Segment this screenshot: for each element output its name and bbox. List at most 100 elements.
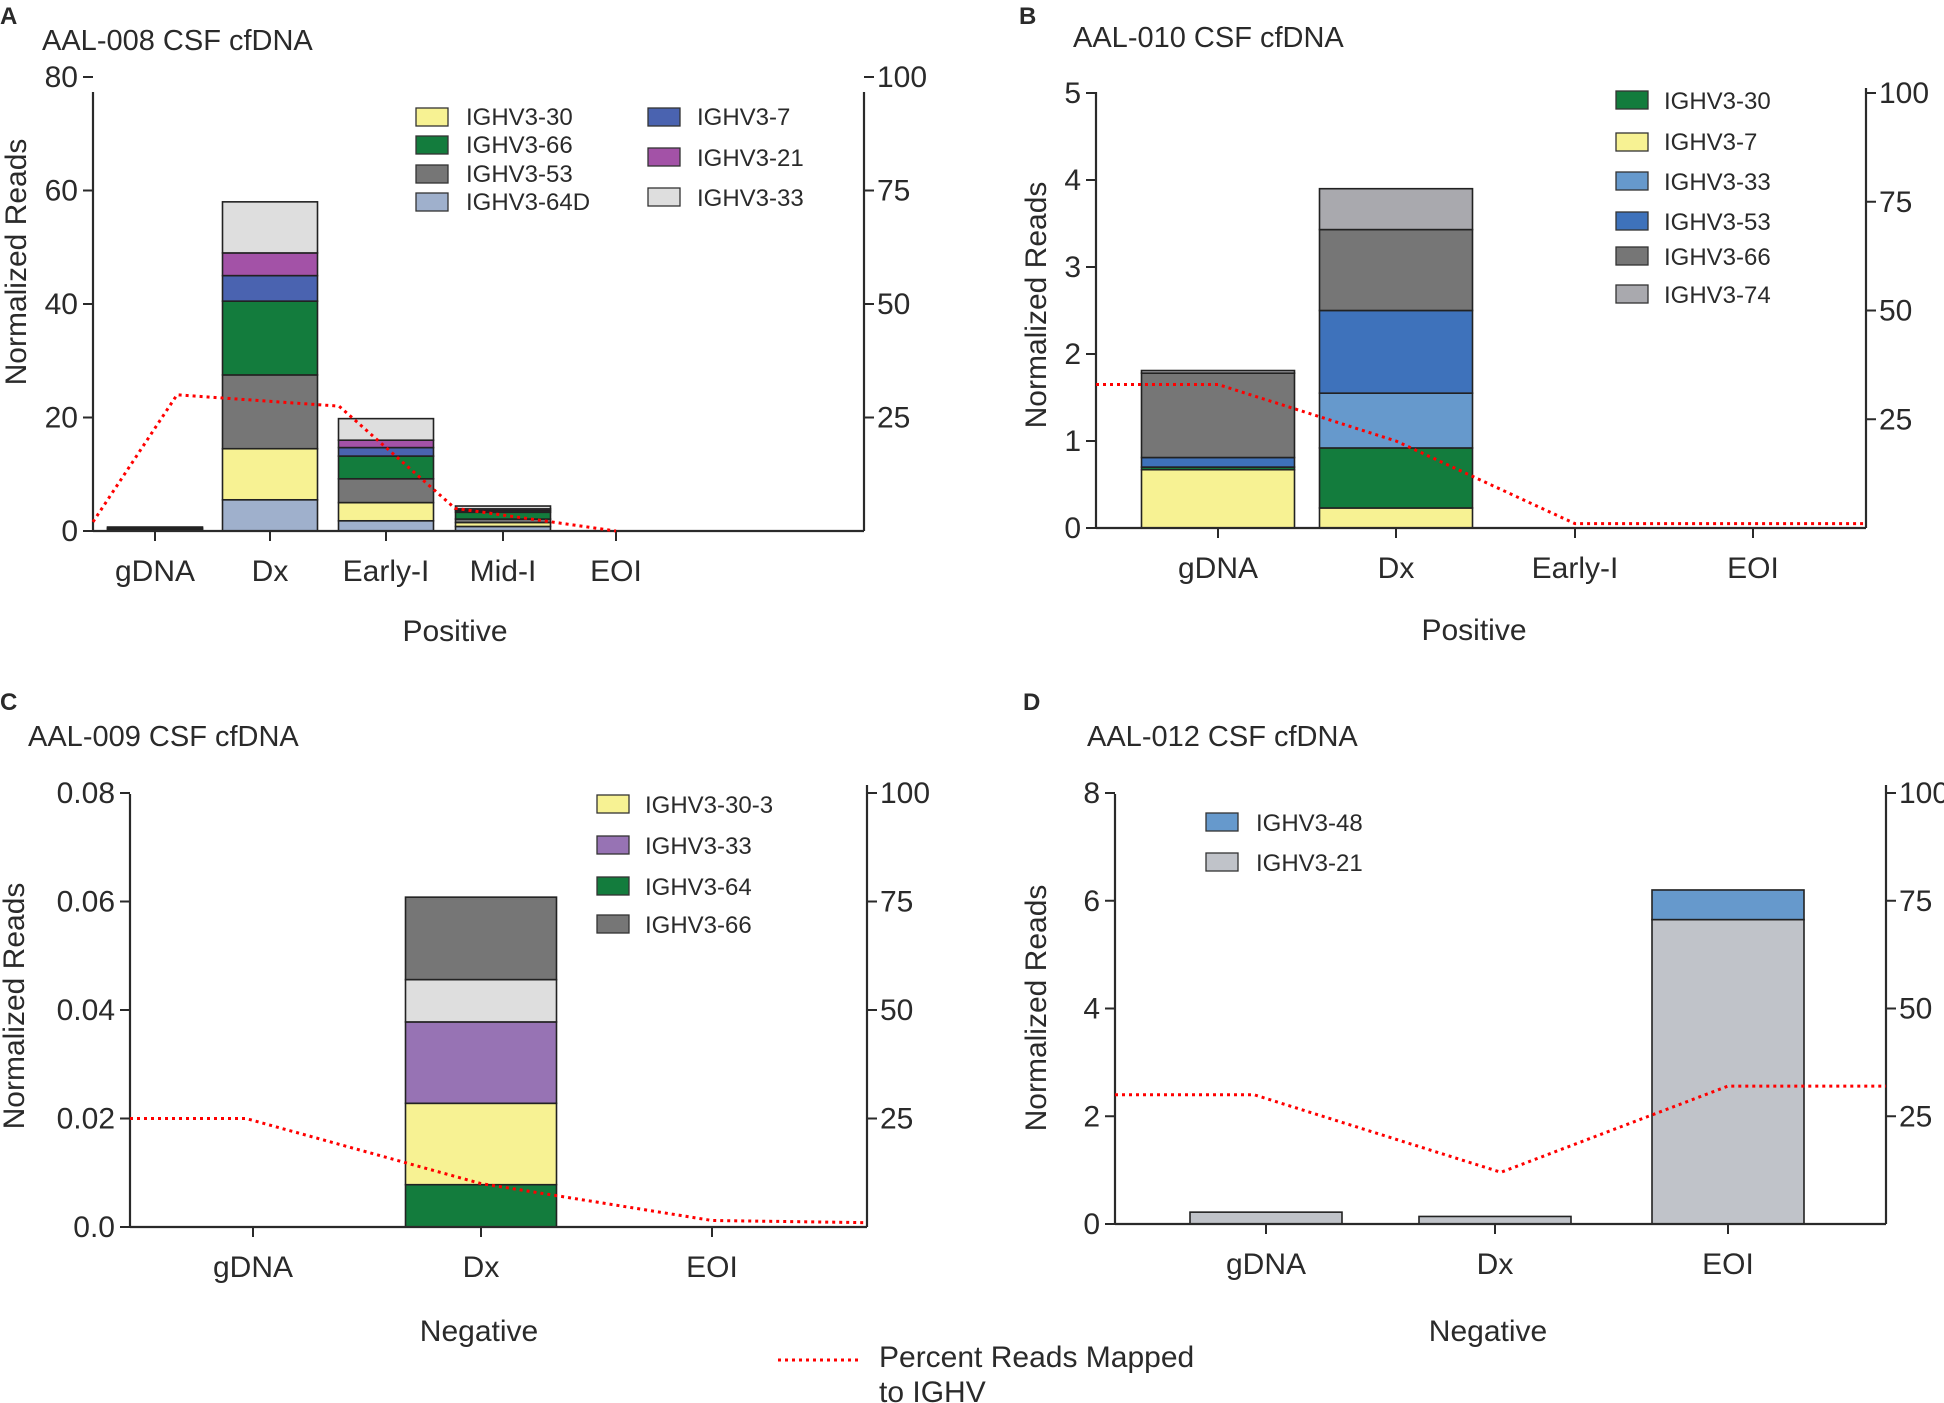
bar-segment <box>337 477 435 504</box>
panel-a-letter: A <box>0 3 17 30</box>
x-tick-label: gDNA <box>1226 1248 1306 1281</box>
legend-swatch-ighv3-66 <box>596 914 630 934</box>
panel-a-ylabel: Normalized Reads <box>0 139 33 386</box>
y2-tick-label: 100 <box>1879 77 1929 110</box>
bar-segment <box>1318 507 1474 529</box>
bar-segment <box>221 447 319 501</box>
bar-segment <box>404 1183 558 1228</box>
panel-b-xlabel: Positive <box>1421 614 1526 647</box>
panel-c-xlabel: Negative <box>420 1315 538 1348</box>
legend-swatch-ighv3-7 <box>1615 132 1649 152</box>
bar-segment <box>404 1102 558 1186</box>
y2-tick-label: 25 <box>1879 403 1912 436</box>
legend-label: IGHV3-66 <box>1664 244 1771 271</box>
bar-segment <box>1140 468 1296 529</box>
y-tick-label: 20 <box>45 402 78 435</box>
panel-d-title: AAL-012 CSF cfDNA <box>1087 721 1358 753</box>
y-tick-label: 0 <box>1083 1208 1100 1241</box>
panel-c: C AAL-009 CSF cfDNA Normalized Reads Neg… <box>0 689 930 1348</box>
bar-segment <box>1318 392 1474 449</box>
x-tick-label: Early-I <box>343 555 430 588</box>
legend-label: IGHV3-66 <box>466 132 573 159</box>
y-tick-label: 4 <box>1083 993 1100 1026</box>
x-tick-label: EOI <box>686 1251 738 1284</box>
legend-swatch-ighv3-30 <box>1615 90 1649 110</box>
panel-b-letter: B <box>1019 3 1036 30</box>
y-tick-label: 0.08 <box>57 777 115 810</box>
bar-segment <box>1318 228 1474 312</box>
y-tick-label: 0 <box>1064 512 1081 545</box>
legend-label: IGHV3-53 <box>466 161 573 188</box>
panel-b-ylabel: Normalized Reads <box>1020 182 1053 429</box>
panel-a-legend: IGHV3-30 IGHV3-66 IGHV3-53 IGHV3-64D IGH… <box>415 104 804 216</box>
y2-tick-label: 50 <box>1899 993 1932 1026</box>
y-tick-label: 0 <box>61 515 78 548</box>
bar-segment <box>404 896 558 981</box>
percent-reads-legend: Percent Reads Mapped to IGHV <box>778 1341 1194 1403</box>
legend-label: IGHV3-21 <box>1256 850 1363 877</box>
y2-tick-label: 75 <box>880 886 913 919</box>
x-tick-label: Early-I <box>1532 552 1619 585</box>
bar-segment <box>221 498 319 532</box>
y2-tick-label: 100 <box>1899 777 1944 810</box>
legend-label: IGHV3-30 <box>1664 88 1771 115</box>
legend-swatch-ighv3-33 <box>647 187 681 207</box>
bar-segment <box>454 511 552 520</box>
y-tick-label: 0.06 <box>57 886 115 919</box>
legend-swatch-ighv3-48 <box>1205 812 1239 832</box>
y-tick-label: 0.02 <box>57 1103 115 1136</box>
percent-reads-line <box>1096 382 1866 526</box>
y-tick-label: 0.0 <box>73 1211 115 1244</box>
bar-segment <box>221 274 319 302</box>
x-tick-label: Dx <box>463 1251 500 1284</box>
legend-swatch-ighv3-30 <box>415 107 449 127</box>
y-tick-label: 6 <box>1083 885 1100 918</box>
panel-a: A AAL-008 CSF cfDNA Normalized Reads Pos… <box>0 3 927 648</box>
legend-swatch-ighv3-33 <box>596 835 630 855</box>
bar-segment <box>1318 447 1474 509</box>
legend-swatch-ighv3-66 <box>1615 246 1649 266</box>
bar-segment <box>221 374 319 450</box>
legend-swatch-ighv3-7 <box>647 107 681 127</box>
x-tick-label: Dx <box>1477 1248 1514 1281</box>
x-tick-label: gDNA <box>213 1251 293 1284</box>
panel-d: D AAL-012 CSF cfDNA Normalized Reads Neg… <box>1020 689 1944 1348</box>
legend-label: IGHV3-33 <box>697 185 804 212</box>
y-tick-label: 2 <box>1083 1100 1100 1133</box>
y-tick-label: 80 <box>45 61 78 94</box>
bar-segment <box>337 519 435 532</box>
panel-b: B AAL-010 CSF cfDNA Normalized Reads Pos… <box>1019 3 1929 647</box>
bar-segment <box>1140 369 1296 374</box>
legend-swatch-ighv3-21 <box>1205 852 1239 872</box>
y2-tick-label: 25 <box>1899 1100 1932 1133</box>
legend-label: IGHV3-30-3 <box>645 792 773 819</box>
x-tick-label: EOI <box>590 555 642 588</box>
panel-c-letter: C <box>0 689 17 716</box>
panel-b-title: AAL-010 CSF cfDNA <box>1073 22 1344 54</box>
bar-segment <box>1651 889 1805 921</box>
y-tick-label: 4 <box>1064 164 1081 197</box>
x-tick-label: EOI <box>1727 552 1779 585</box>
legend-label: IGHV3-64 <box>645 874 752 901</box>
panel-c-title: AAL-009 CSF cfDNA <box>28 721 299 753</box>
bar-segment <box>221 300 319 376</box>
x-tick-label: Dx <box>252 555 289 588</box>
y-tick-label: 8 <box>1083 777 1100 810</box>
legend-swatch-ighv3-21 <box>647 147 681 167</box>
y-tick-label: 40 <box>45 288 78 321</box>
panel-a-xlabel: Positive <box>402 615 507 648</box>
percent-reads-line <box>1115 1084 1886 1174</box>
y2-tick-label: 50 <box>877 288 910 321</box>
bar-segment <box>1651 918 1805 1225</box>
bar-segment <box>404 978 558 1023</box>
bar-segment <box>221 252 319 277</box>
y2-tick-label: 100 <box>880 777 930 810</box>
panel-d-letter: D <box>1023 689 1040 716</box>
x-tick-label: Mid-I <box>470 555 537 588</box>
y-tick-label: 5 <box>1064 77 1081 110</box>
legend-label: IGHV3-30 <box>466 104 573 131</box>
legend-swatch-ighv3-53 <box>1615 211 1649 231</box>
legend-label: IGHV3-48 <box>1256 810 1363 837</box>
y2-tick-label: 25 <box>877 402 910 435</box>
